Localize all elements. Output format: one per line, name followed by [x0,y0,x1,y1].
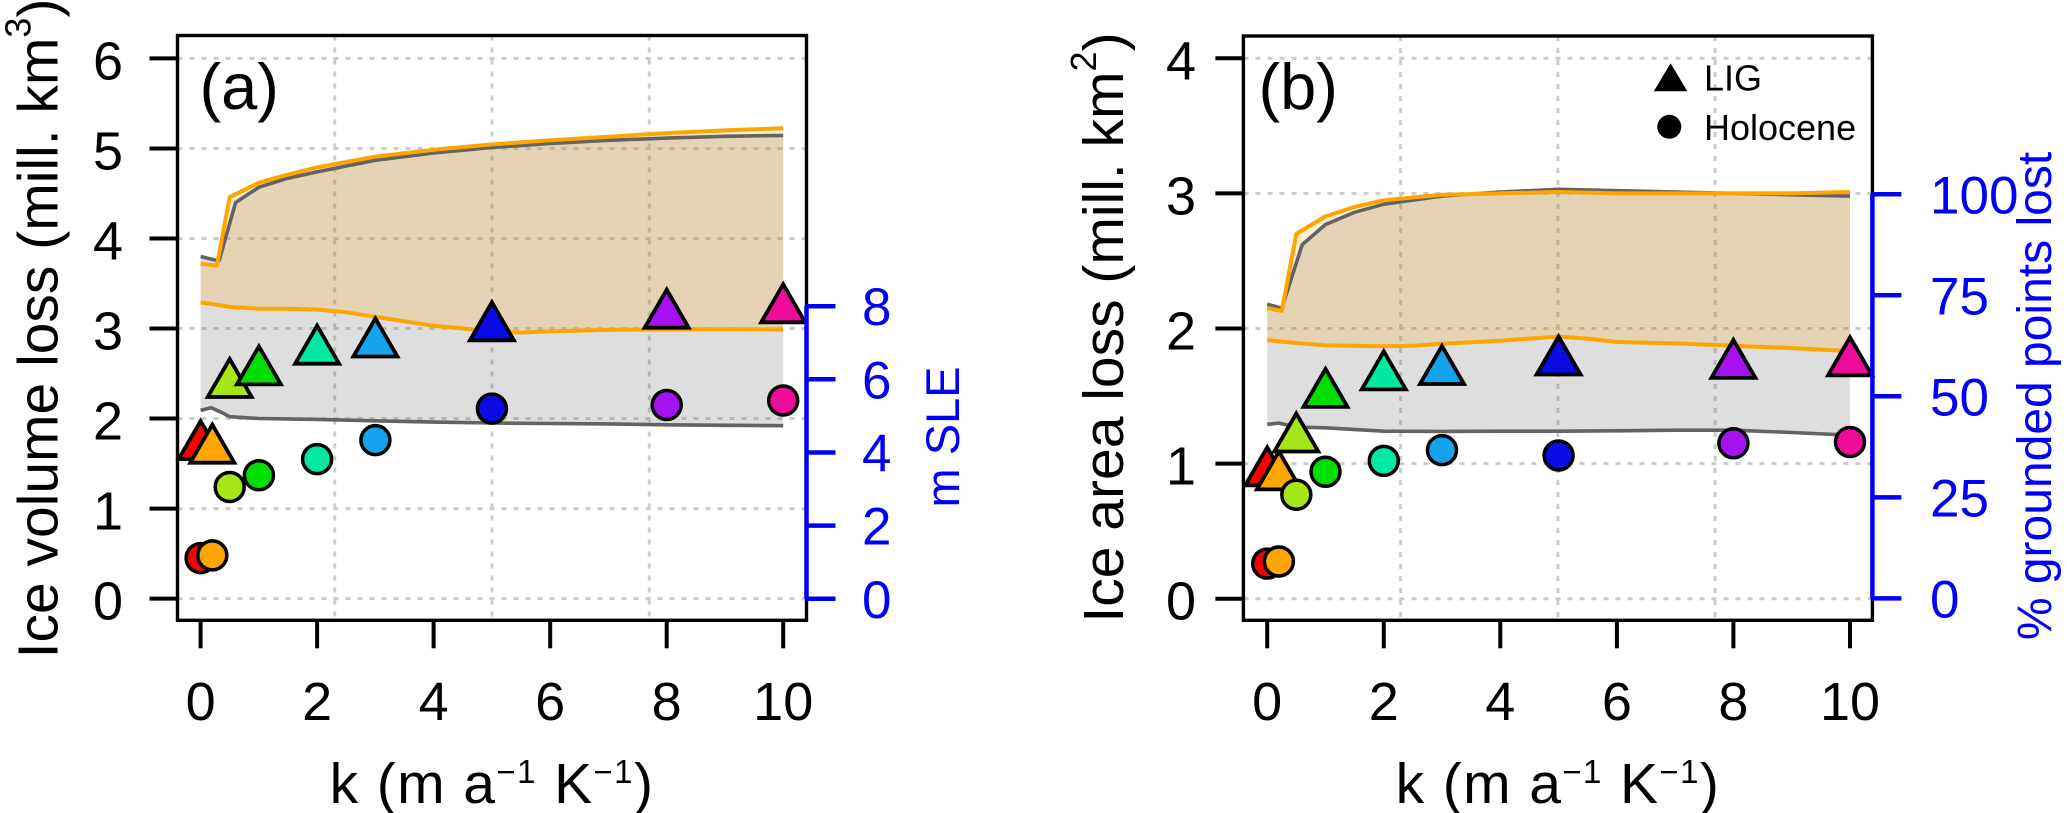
svg-text:6: 6 [1602,672,1632,732]
svg-text:Ice volume loss (mill. km3): Ice volume loss (mill. km3) [0,0,71,658]
svg-text:8: 8 [652,672,682,732]
svg-text:4: 4 [419,672,449,732]
svg-text:Ice area loss (mill. km2): Ice area loss (mill. km2) [1063,32,1136,622]
svg-text:8: 8 [862,278,891,337]
svg-text:25: 25 [1930,469,1989,528]
svg-text:2: 2 [1369,672,1399,732]
svg-text:2: 2 [302,672,332,732]
svg-text:10: 10 [753,672,813,732]
svg-text:50: 50 [1930,368,1989,427]
svg-text:0: 0 [1930,570,1959,629]
svg-text:% grounded points lost: % grounded points lost [2009,152,2062,640]
svg-text:1: 1 [1166,437,1196,497]
svg-text:8: 8 [1718,672,1748,732]
svg-text:3: 3 [93,302,123,362]
svg-text:(a): (a) [200,50,279,123]
svg-text:LIG: LIG [1704,58,1762,99]
svg-text:m SLE: m SLE [916,366,969,507]
svg-text:75: 75 [1930,267,1989,326]
svg-text:6: 6 [862,351,891,410]
svg-text:0: 0 [862,571,891,630]
svg-text:2: 2 [862,498,891,557]
svg-text:3: 3 [1166,166,1196,226]
svg-text:0: 0 [186,672,216,732]
svg-text:100: 100 [1930,166,2018,225]
svg-text:2: 2 [93,392,123,452]
svg-text:6: 6 [535,672,565,732]
svg-text:4: 4 [1485,672,1515,732]
svg-text:4: 4 [862,425,891,484]
svg-text:1: 1 [93,482,123,542]
svg-text:4: 4 [1166,31,1196,91]
svg-text:2: 2 [1166,302,1196,362]
svg-text:0: 0 [93,572,123,632]
svg-text:10: 10 [1820,672,1880,732]
svg-text:6: 6 [93,31,123,91]
svg-text:0: 0 [1166,572,1196,632]
svg-text:Holocene: Holocene [1704,107,1856,148]
svg-text:(b): (b) [1259,50,1338,123]
svg-text:5: 5 [93,122,123,182]
svg-text:0: 0 [1252,672,1282,732]
svg-text:4: 4 [93,212,123,272]
